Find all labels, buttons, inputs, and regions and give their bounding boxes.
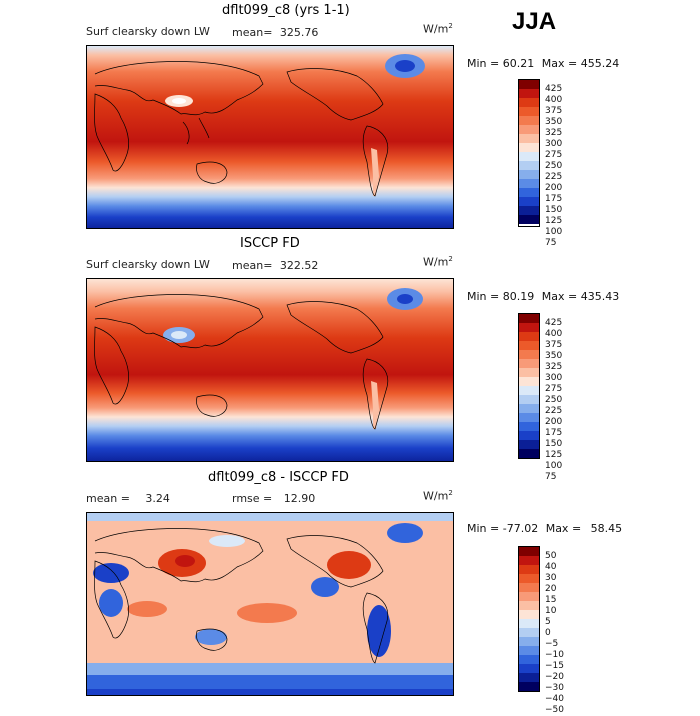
tick: 150 [545,439,563,449]
tick: 30 [545,573,557,583]
panel3-colorbar-ticks: 50 40 30 20 15 10 5 0 −5 −10 −15 −20 −30… [545,551,564,716]
panel2-mean: mean= 322.52 [232,259,318,272]
tick: 400 [545,329,563,339]
tick: 100 [545,227,563,237]
panel2-minmax: Min = 80.19 Max = 435.43 [467,290,620,303]
panel1-mean-label: mean= [232,26,273,39]
tick: 275 [545,150,563,160]
panel1-mean-value: 325.76 [279,26,319,39]
panel3-mean-value: 3.24 [145,492,170,505]
panel2-title: ISCCP FD [240,236,300,251]
tick: 350 [545,351,563,361]
tick: 10 [545,606,557,616]
panel2-map [86,278,454,462]
panel1-variable: Surf clearsky down LW [86,25,210,38]
panel2-mean-value: 322.52 [279,259,319,272]
season-label: JJA [512,8,557,35]
panel3-rmse: rmse = 12.90 [232,492,315,505]
tick: 75 [545,472,557,482]
panel2-colorbar-ticks: 425 400 375 350 325 300 275 250 225 200 … [545,318,562,483]
tick: 250 [545,395,563,405]
panel3-map [86,512,454,696]
tick: 375 [545,106,563,116]
tick: 425 [545,318,563,328]
tick: 50 [545,551,557,561]
tick: 20 [545,584,557,594]
panel3-mean-label: mean = [86,492,130,505]
tick: 5 [545,617,551,627]
tick: −15 [545,661,564,671]
tick: −50 [545,705,564,715]
tick: 225 [545,406,563,416]
tick: 225 [545,172,563,182]
panel2-colorbar [518,313,540,459]
panel3-minmax: Min = -77.02 Max = 58.45 [467,522,623,535]
tick: −5 [545,639,559,649]
tick: 125 [545,450,563,460]
panel1-units: W/m2 [423,22,453,36]
panel1-colorbar-ticks: 425 400 375 350 325 300 275 250 225 200 … [545,84,562,249]
panel1-map [86,45,454,229]
tick: 250 [545,161,563,171]
panel1-title: dflt099_c8 (yrs 1-1) [222,3,350,18]
tick: 400 [545,95,563,105]
panel3-units: W/m2 [423,489,453,503]
tick: 300 [545,373,563,383]
panel1-mean: mean= 325.76 [232,26,318,39]
tick: −10 [545,650,564,660]
panel3-rmse-label: rmse = [232,492,273,505]
panel2-mean-label: mean= [232,259,273,272]
tick: −20 [545,672,564,682]
tick: 425 [545,84,563,94]
tick: 200 [545,417,563,427]
tick: 325 [545,128,563,138]
tick: 75 [545,238,557,248]
tick: 40 [545,562,557,572]
tick: 300 [545,139,563,149]
tick: 125 [545,216,563,226]
tick: 200 [545,183,563,193]
panel1-colorbar [518,79,540,227]
tick: 175 [545,194,563,204]
tick: 275 [545,384,563,394]
tick: −40 [545,694,564,704]
panel3-rmse-value: 12.90 [283,492,316,505]
panel2-variable: Surf clearsky down LW [86,258,210,271]
tick: 15 [545,595,557,605]
panel3-mean: mean = 3.24 [86,492,170,505]
panel3-title: dflt099_c8 - ISCCP FD [208,470,349,485]
tick: 325 [545,362,563,372]
tick: 175 [545,428,563,438]
tick: 150 [545,205,563,215]
tick: 0 [545,628,551,638]
tick: 100 [545,461,563,471]
tick: 350 [545,117,563,127]
panel1-minmax: Min = 60.21 Max = 455.24 [467,57,620,70]
tick: 375 [545,340,563,350]
panel2-units: W/m2 [423,255,453,269]
tick: −30 [545,683,564,693]
panel3-colorbar [518,546,540,692]
